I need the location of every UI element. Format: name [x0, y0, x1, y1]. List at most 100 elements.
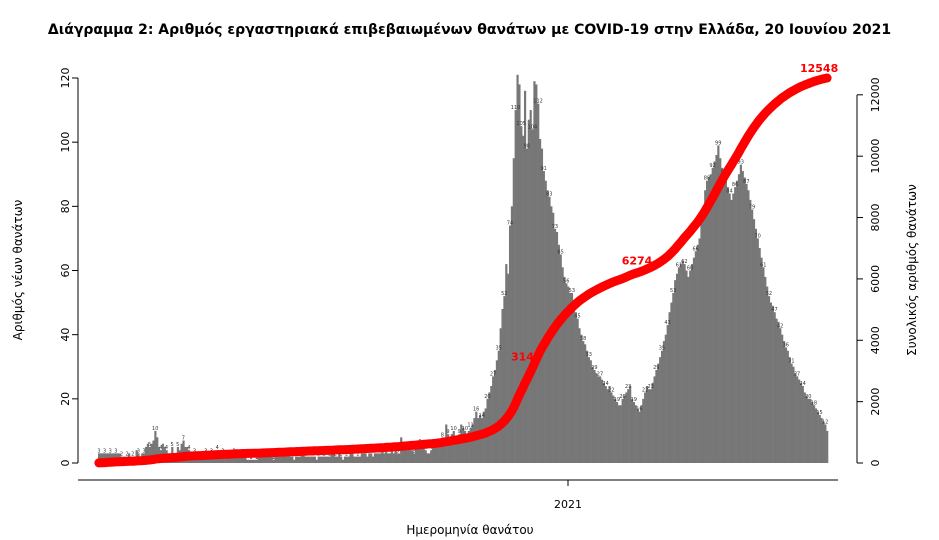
bar	[313, 456, 316, 463]
bar-value-label: 35	[495, 346, 501, 352]
bar	[649, 389, 652, 463]
bar	[743, 177, 746, 463]
bar	[664, 334, 667, 463]
bar	[704, 190, 707, 464]
bar	[706, 180, 709, 464]
bar	[287, 453, 290, 464]
bar-value-label: 56	[563, 278, 569, 284]
bar	[383, 453, 386, 464]
bar	[824, 424, 827, 463]
bar-value-label: 35	[659, 346, 665, 352]
bar-value-label: 24	[602, 381, 608, 387]
bar	[366, 456, 369, 463]
bar	[394, 450, 397, 463]
right-y-axis-title: Συνολικός αριθμός θανάτων	[905, 184, 919, 356]
bar-value-label: 84	[726, 189, 732, 195]
bar	[447, 434, 450, 464]
bar	[653, 376, 656, 464]
bar	[752, 219, 756, 463]
bar	[302, 453, 305, 464]
bar	[788, 357, 791, 464]
bar	[632, 402, 636, 463]
bar	[341, 459, 345, 463]
bar	[775, 318, 778, 464]
bar	[295, 456, 298, 463]
bar	[593, 369, 596, 463]
bar	[283, 453, 286, 464]
bar	[666, 325, 669, 463]
bar	[645, 386, 649, 463]
bar	[570, 292, 574, 463]
bar	[270, 456, 273, 463]
bar	[276, 456, 279, 463]
bar	[338, 453, 341, 464]
bar-value-label: 10	[462, 426, 468, 432]
bar	[311, 456, 315, 463]
bar-value-label: 66	[693, 246, 699, 252]
bar	[805, 395, 808, 464]
bar	[225, 456, 228, 463]
bar	[771, 305, 774, 463]
bar	[238, 456, 241, 463]
bar	[726, 187, 729, 463]
bar	[675, 273, 679, 463]
bar-value-label: 110	[511, 105, 521, 111]
left-y-tick-label: 20	[59, 392, 72, 406]
bar	[585, 350, 589, 463]
bar	[552, 212, 555, 463]
bar	[351, 450, 354, 463]
bar	[373, 453, 377, 464]
bar	[734, 187, 737, 463]
bar	[679, 264, 682, 463]
bar	[417, 443, 420, 463]
bar-value-label: 3	[396, 448, 399, 454]
bar-value-label: 1	[272, 455, 275, 461]
bar	[291, 456, 294, 463]
bar	[430, 450, 433, 463]
bar	[244, 456, 247, 463]
bar	[250, 459, 253, 463]
bar	[623, 395, 626, 464]
bar	[602, 382, 605, 463]
bar	[375, 453, 378, 464]
bar	[685, 270, 688, 463]
bar	[358, 456, 362, 463]
bar	[514, 110, 517, 463]
bar	[285, 456, 288, 463]
bar	[263, 456, 266, 463]
bar	[782, 341, 786, 463]
bar	[539, 138, 542, 463]
bar	[296, 456, 300, 463]
bar-value-label: 20	[484, 394, 490, 400]
bar	[227, 456, 230, 463]
bar	[370, 453, 373, 464]
bar	[448, 437, 452, 463]
bar-value-label: 3	[97, 448, 100, 454]
left-y-tick-label: 100	[59, 132, 72, 153]
right-y-tick-label: 6000	[869, 265, 882, 293]
bar-value-label: 33	[586, 352, 592, 358]
bar	[229, 456, 232, 463]
bar	[469, 427, 472, 463]
bar	[321, 456, 324, 463]
bar	[754, 228, 757, 463]
bar	[349, 453, 352, 464]
bar	[306, 456, 309, 463]
bar-value-label: 29	[653, 365, 659, 371]
x-axis-title: Ημερομηνία θανάτου	[406, 523, 533, 537]
bar-value-label: 2	[345, 452, 348, 458]
bar	[554, 228, 557, 463]
bar-value-label: 3	[109, 448, 112, 454]
right-y-tick-label: 10000	[869, 139, 882, 174]
bar	[527, 119, 530, 464]
bar	[422, 446, 425, 463]
bar-value-label: 15	[816, 410, 822, 416]
bar	[745, 183, 748, 464]
bar	[156, 437, 159, 463]
bar-value-label: 27	[597, 371, 603, 377]
bar-value-label: 2	[120, 452, 123, 458]
bar	[822, 421, 825, 463]
bar	[621, 398, 624, 463]
